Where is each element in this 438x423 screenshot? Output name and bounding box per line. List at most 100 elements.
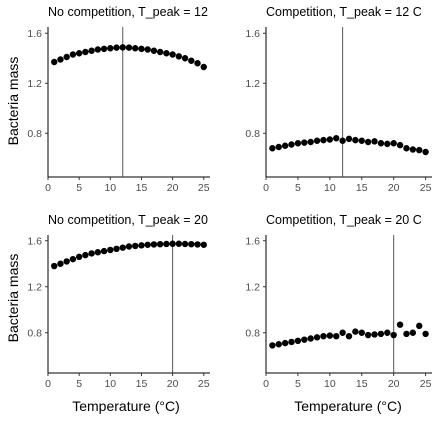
data-point bbox=[339, 137, 346, 144]
data-point bbox=[69, 51, 77, 58]
x-tick-label: 5 bbox=[76, 182, 82, 194]
data-point bbox=[63, 258, 70, 265]
data-point bbox=[345, 333, 353, 340]
data-point bbox=[326, 332, 334, 339]
data-point bbox=[269, 145, 276, 152]
y-tick-label: 0.8 bbox=[27, 327, 42, 339]
data-point bbox=[320, 136, 327, 144]
data-point bbox=[396, 141, 404, 149]
data-point bbox=[301, 139, 308, 146]
data-point bbox=[313, 137, 321, 144]
x-tick-label: 25 bbox=[198, 182, 210, 194]
data-point bbox=[200, 63, 207, 71]
data-point bbox=[138, 242, 145, 249]
data-point bbox=[281, 142, 289, 149]
x-tick-label: 15 bbox=[136, 182, 148, 194]
y-tick-label: 1.2 bbox=[27, 281, 42, 293]
data-point bbox=[275, 341, 282, 348]
data-point bbox=[94, 249, 102, 256]
y-tick-label: 1.6 bbox=[245, 235, 260, 247]
data-point bbox=[333, 333, 340, 340]
data-point bbox=[275, 143, 282, 151]
data-point bbox=[181, 55, 189, 62]
data-point bbox=[119, 44, 126, 51]
data-point bbox=[156, 48, 164, 56]
data-point bbox=[409, 146, 417, 153]
data-point bbox=[188, 57, 195, 64]
x-tick-label: 15 bbox=[356, 378, 368, 390]
x-tick-label: 15 bbox=[136, 378, 148, 390]
data-point bbox=[307, 138, 314, 146]
data-point bbox=[88, 47, 95, 54]
y-tick-label: 1.2 bbox=[245, 281, 260, 293]
data-point bbox=[194, 60, 201, 67]
data-point bbox=[377, 140, 385, 147]
panel-title: Competition, T_peak = 20 C bbox=[266, 213, 422, 227]
x-tick-label: 10 bbox=[104, 378, 116, 390]
data-point bbox=[150, 241, 158, 248]
y-tick-label: 0.8 bbox=[27, 128, 42, 140]
data-point bbox=[113, 245, 120, 252]
data-point bbox=[188, 241, 195, 248]
data-point bbox=[416, 322, 423, 330]
data-point bbox=[113, 44, 120, 51]
data-point bbox=[125, 243, 133, 250]
data-point bbox=[82, 251, 89, 259]
data-point bbox=[358, 329, 365, 336]
x-tick-label: 5 bbox=[295, 378, 301, 390]
x-tick-label: 20 bbox=[167, 182, 179, 194]
panel-competition-12: Competition, T_peak = 12 C 0.8 1.2 1.6 0 5 10 1… bbox=[245, 5, 432, 194]
data-point bbox=[403, 330, 410, 338]
data-point bbox=[107, 45, 114, 52]
data-point bbox=[364, 331, 372, 339]
data-point bbox=[371, 138, 378, 145]
x-tick-label: 0 bbox=[45, 378, 51, 390]
data-point bbox=[288, 141, 295, 148]
data-point bbox=[390, 331, 397, 339]
data-point bbox=[169, 240, 176, 247]
data-point bbox=[301, 336, 308, 343]
x-tick-label: 0 bbox=[263, 182, 269, 194]
x-tick-label: 25 bbox=[198, 378, 210, 390]
data-point bbox=[57, 56, 64, 63]
panel-title: No competition, T_peak = 12 bbox=[48, 5, 208, 19]
data-point bbox=[194, 241, 201, 248]
x-tick-label: 20 bbox=[388, 182, 400, 194]
data-point bbox=[294, 140, 302, 147]
data-point bbox=[345, 135, 353, 143]
x-tick-label: 20 bbox=[167, 378, 179, 390]
x-axis-title-left: Temperature (°C) bbox=[72, 398, 180, 414]
data-point bbox=[169, 51, 176, 58]
data-point bbox=[175, 240, 183, 247]
data-point bbox=[75, 50, 83, 57]
x-tick-label: 25 bbox=[420, 378, 432, 390]
data-point bbox=[269, 342, 276, 349]
panel-no-competition-12: No competition, T_peak = 12 0.8 1.2 1.6 0 5 10… bbox=[27, 5, 210, 194]
data-point bbox=[364, 138, 372, 146]
data-point bbox=[358, 137, 365, 144]
data-point bbox=[107, 246, 114, 254]
data-point bbox=[75, 253, 83, 261]
x-tick-label: 10 bbox=[324, 182, 336, 194]
data-point bbox=[156, 241, 164, 248]
data-point bbox=[144, 46, 151, 53]
y-tick-label: 1.2 bbox=[245, 78, 260, 90]
data-point bbox=[409, 329, 417, 336]
x-tick-label: 10 bbox=[324, 378, 336, 390]
x-tick-label: 0 bbox=[45, 182, 51, 194]
data-point bbox=[326, 136, 334, 143]
data-point bbox=[69, 255, 77, 263]
x-tick-label: 20 bbox=[388, 378, 400, 390]
data-point bbox=[132, 242, 139, 250]
data-point bbox=[377, 330, 385, 338]
data-point bbox=[403, 145, 410, 152]
data-point bbox=[352, 328, 359, 335]
y-axis-title-top: Bacteria mass bbox=[5, 57, 21, 146]
data-point bbox=[88, 250, 95, 257]
data-point bbox=[125, 44, 133, 51]
data-point bbox=[163, 240, 170, 248]
x-tick-label: 15 bbox=[356, 182, 368, 194]
data-point bbox=[422, 148, 429, 156]
panel-title: No competition, T_peak = 20 bbox=[48, 213, 208, 227]
